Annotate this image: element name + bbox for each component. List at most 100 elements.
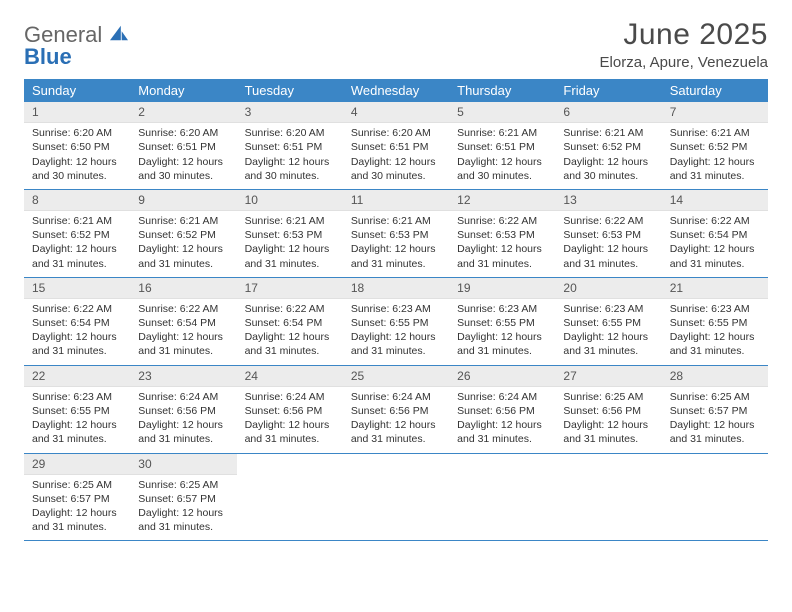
sunrise-line: Sunrise: 6:23 AM [351,302,441,316]
daylight-line: Daylight: 12 hours and 31 minutes. [138,330,228,358]
logo-word-blue: Blue [24,44,72,69]
day-details: Sunrise: 6:22 AMSunset: 6:53 PMDaylight:… [449,211,555,277]
day-number: 9 [130,190,236,211]
sunrise-line: Sunrise: 6:23 AM [32,390,122,404]
daylight-line: Daylight: 12 hours and 31 minutes. [351,418,441,446]
sunset-line: Sunset: 6:56 PM [457,404,547,418]
sunrise-line: Sunrise: 6:24 AM [457,390,547,404]
calendar-day-cell: 28Sunrise: 6:25 AMSunset: 6:57 PMDayligh… [662,366,768,453]
day-details: Sunrise: 6:21 AMSunset: 6:51 PMDaylight:… [449,123,555,189]
daylight-line: Daylight: 12 hours and 31 minutes. [32,418,122,446]
calendar-day-cell: 13Sunrise: 6:22 AMSunset: 6:53 PMDayligh… [555,190,661,277]
day-number: 7 [662,102,768,123]
day-details: Sunrise: 6:23 AMSunset: 6:55 PMDaylight:… [555,299,661,365]
sunset-line: Sunset: 6:55 PM [563,316,653,330]
day-number: 18 [343,278,449,299]
day-details: Sunrise: 6:21 AMSunset: 6:52 PMDaylight:… [555,123,661,189]
sunset-line: Sunset: 6:57 PM [670,404,760,418]
day-number: 30 [130,454,236,475]
calendar-day-cell: 24Sunrise: 6:24 AMSunset: 6:56 PMDayligh… [237,366,343,453]
sunrise-line: Sunrise: 6:22 AM [457,214,547,228]
sunrise-line: Sunrise: 6:22 AM [32,302,122,316]
sunset-line: Sunset: 6:50 PM [32,140,122,154]
daylight-line: Daylight: 12 hours and 30 minutes. [351,155,441,183]
calendar-day-cell: 9Sunrise: 6:21 AMSunset: 6:52 PMDaylight… [130,190,236,277]
calendar-day-cell: 12Sunrise: 6:22 AMSunset: 6:53 PMDayligh… [449,190,555,277]
sunset-line: Sunset: 6:55 PM [351,316,441,330]
day-number: 10 [237,190,343,211]
daylight-line: Daylight: 12 hours and 30 minutes. [138,155,228,183]
calendar-day-cell: 16Sunrise: 6:22 AMSunset: 6:54 PMDayligh… [130,278,236,365]
day-number: 16 [130,278,236,299]
day-number: 21 [662,278,768,299]
daylight-line: Daylight: 12 hours and 31 minutes. [32,242,122,270]
sunset-line: Sunset: 6:55 PM [32,404,122,418]
day-number: 15 [24,278,130,299]
calendar-day-cell: 15Sunrise: 6:22 AMSunset: 6:54 PMDayligh… [24,278,130,365]
day-details: Sunrise: 6:23 AMSunset: 6:55 PMDaylight:… [343,299,449,365]
calendar-day-cell: 29Sunrise: 6:25 AMSunset: 6:57 PMDayligh… [24,454,130,541]
daylight-line: Daylight: 12 hours and 31 minutes. [351,242,441,270]
daylight-line: Daylight: 12 hours and 30 minutes. [563,155,653,183]
day-number: 23 [130,366,236,387]
calendar-day-cell: 14Sunrise: 6:22 AMSunset: 6:54 PMDayligh… [662,190,768,277]
sunrise-line: Sunrise: 6:25 AM [32,478,122,492]
day-details: Sunrise: 6:24 AMSunset: 6:56 PMDaylight:… [130,387,236,453]
sunrise-line: Sunrise: 6:23 AM [457,302,547,316]
sunrise-line: Sunrise: 6:21 AM [563,126,653,140]
day-number: 19 [449,278,555,299]
sunset-line: Sunset: 6:56 PM [245,404,335,418]
sunrise-line: Sunrise: 6:21 AM [245,214,335,228]
calendar-day-cell [343,454,449,541]
weekday-header: Sunday [24,79,130,102]
sunset-line: Sunset: 6:54 PM [670,228,760,242]
calendar-day-cell: 30Sunrise: 6:25 AMSunset: 6:57 PMDayligh… [130,454,236,541]
calendar-day-cell: 7Sunrise: 6:21 AMSunset: 6:52 PMDaylight… [662,102,768,189]
day-number: 17 [237,278,343,299]
day-details: Sunrise: 6:20 AMSunset: 6:51 PMDaylight:… [130,123,236,189]
day-details: Sunrise: 6:25 AMSunset: 6:57 PMDaylight:… [662,387,768,453]
sunset-line: Sunset: 6:53 PM [457,228,547,242]
calendar-day-cell [555,454,661,541]
sunset-line: Sunset: 6:52 PM [138,228,228,242]
sunrise-line: Sunrise: 6:22 AM [563,214,653,228]
calendar-day-cell: 4Sunrise: 6:20 AMSunset: 6:51 PMDaylight… [343,102,449,189]
sunrise-line: Sunrise: 6:21 AM [138,214,228,228]
logo-text: General Blue [24,24,130,68]
daylight-line: Daylight: 12 hours and 31 minutes. [670,155,760,183]
day-details: Sunrise: 6:21 AMSunset: 6:53 PMDaylight:… [237,211,343,277]
daylight-line: Daylight: 12 hours and 31 minutes. [457,418,547,446]
day-details: Sunrise: 6:22 AMSunset: 6:54 PMDaylight:… [662,211,768,277]
sunset-line: Sunset: 6:56 PM [351,404,441,418]
day-number: 8 [24,190,130,211]
daylight-line: Daylight: 12 hours and 31 minutes. [245,242,335,270]
calendar-day-cell: 1Sunrise: 6:20 AMSunset: 6:50 PMDaylight… [24,102,130,189]
calendar-week-row: 22Sunrise: 6:23 AMSunset: 6:55 PMDayligh… [24,366,768,454]
calendar-day-cell [449,454,555,541]
daylight-line: Daylight: 12 hours and 31 minutes. [138,418,228,446]
day-number: 2 [130,102,236,123]
daylight-line: Daylight: 12 hours and 31 minutes. [670,418,760,446]
calendar-day-cell: 8Sunrise: 6:21 AMSunset: 6:52 PMDaylight… [24,190,130,277]
page-header: General Blue June 2025 Elorza, Apure, Ve… [24,18,768,71]
calendar-day-cell: 10Sunrise: 6:21 AMSunset: 6:53 PMDayligh… [237,190,343,277]
day-details: Sunrise: 6:21 AMSunset: 6:52 PMDaylight:… [130,211,236,277]
day-number: 20 [555,278,661,299]
sunrise-line: Sunrise: 6:25 AM [563,390,653,404]
sunset-line: Sunset: 6:51 PM [138,140,228,154]
calendar-day-cell: 19Sunrise: 6:23 AMSunset: 6:55 PMDayligh… [449,278,555,365]
calendar-day-cell: 17Sunrise: 6:22 AMSunset: 6:54 PMDayligh… [237,278,343,365]
daylight-line: Daylight: 12 hours and 31 minutes. [563,242,653,270]
sunrise-line: Sunrise: 6:25 AM [138,478,228,492]
sunset-line: Sunset: 6:55 PM [457,316,547,330]
sunrise-line: Sunrise: 6:20 AM [32,126,122,140]
calendar-day-cell: 11Sunrise: 6:21 AMSunset: 6:53 PMDayligh… [343,190,449,277]
day-number: 4 [343,102,449,123]
calendar-body: 1Sunrise: 6:20 AMSunset: 6:50 PMDaylight… [24,102,768,541]
weekday-header-row: Sunday Monday Tuesday Wednesday Thursday… [24,79,768,102]
day-number: 29 [24,454,130,475]
day-number: 14 [662,190,768,211]
calendar-day-cell: 5Sunrise: 6:21 AMSunset: 6:51 PMDaylight… [449,102,555,189]
sunrise-line: Sunrise: 6:20 AM [245,126,335,140]
day-details: Sunrise: 6:21 AMSunset: 6:53 PMDaylight:… [343,211,449,277]
